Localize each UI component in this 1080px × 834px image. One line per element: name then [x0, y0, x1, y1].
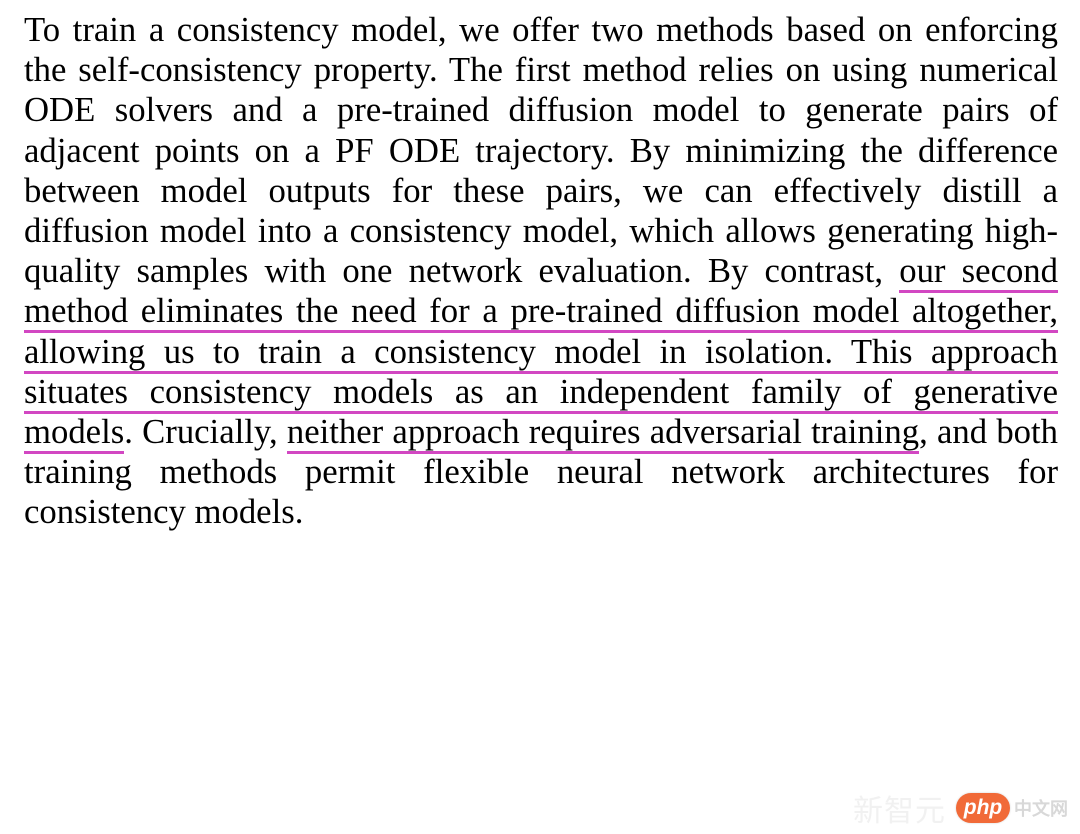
body-text: . Crucially, — [124, 412, 287, 451]
highlighted-text: neither approach requires adversarial tr… — [287, 412, 919, 454]
paper-paragraph: To train a consistency model, we offer t… — [24, 10, 1058, 533]
watermark-glyphs: 新智元 — [853, 786, 946, 830]
highlighted-text — [833, 332, 851, 374]
watermark-domain: 中文网 — [1014, 795, 1068, 821]
php-badge: php — [956, 793, 1010, 823]
page: To train a consistency model, we offer t… — [0, 0, 1080, 834]
body-text: To train a consistency model, we offer t… — [24, 10, 1058, 290]
watermark: 新智元 php 中文网 — [853, 786, 1068, 830]
